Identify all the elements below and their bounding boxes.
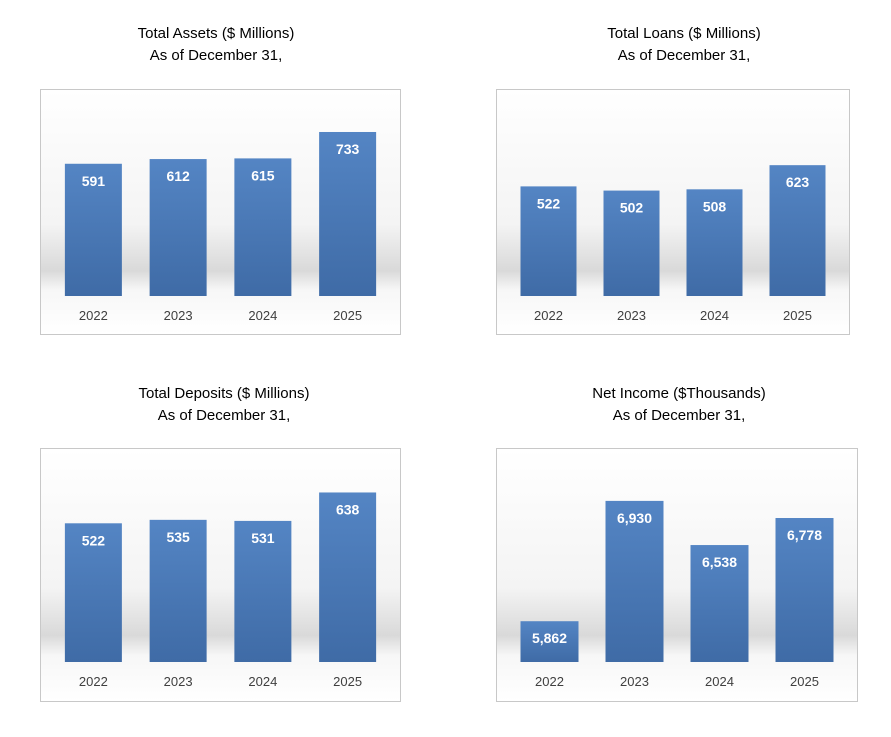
chart-subtitle: As of December 31, [149,47,283,64]
data-label-2022: 522 [82,532,106,548]
data-label-2024: 6,538 [702,554,737,570]
bar-2025 [769,165,826,296]
x-tick-label-2025: 2025 [790,674,819,689]
bar-chart-total-assets: 591 2022 612 2023 615 2024 733 2025 [41,90,400,334]
data-label-2023: 502 [620,200,644,216]
bar-2025 [319,492,377,662]
chart-subtitle: As of December 31, [617,47,751,64]
x-tick-label-2022: 2022 [534,308,563,323]
x-tick-label-2025: 2025 [333,674,362,689]
x-tick-label-2025: 2025 [333,308,362,323]
bar-chart-total-deposits: 522 2022 535 2023 531 2024 638 2025 [41,449,400,701]
data-label-2024: 508 [703,198,727,214]
bar-2023 [605,500,664,662]
chart-title: Net Income ($Thousands) [592,385,766,402]
x-tick-label-2022: 2022 [79,674,108,689]
chart-frame: 5,862 2022 6,930 2023 6,538 2024 6,778 2025 [496,448,858,702]
data-label-2025: 623 [786,174,810,190]
data-label-2025: 733 [336,141,360,157]
data-label-2023: 612 [166,168,190,184]
chart-title: Total Deposits ($ Millions) [138,385,310,402]
x-tick-label-2023: 2023 [164,308,193,323]
data-label-2022: 591 [82,173,106,189]
x-tick-label-2022: 2022 [535,674,564,689]
data-label-2023: 535 [166,529,190,545]
bar-2025 [319,131,377,296]
chart-frame: 522 2022 535 2023 531 2024 638 2025 [40,448,401,702]
data-label-2024: 531 [251,530,275,546]
bar-2022 [64,163,122,296]
chart-frame: 591 2022 612 2023 615 2024 733 2025 [40,89,401,335]
bar-2024 [686,189,743,296]
x-tick-label-2023: 2023 [617,308,646,323]
chart-title-block: Total Deposits ($ Millions) As of Decemb… [74,383,374,427]
bar-2022 [64,523,122,662]
bar-2024 [234,158,292,296]
x-tick-label-2025: 2025 [783,308,812,323]
chart-title-block: Total Assets ($ Millions) As of December… [66,23,366,67]
data-label-2025: 638 [336,501,360,517]
x-tick-label-2024: 2024 [248,674,277,689]
x-tick-label-2024: 2024 [700,308,729,323]
x-tick-label-2024: 2024 [705,674,734,689]
chart-subtitle: As of December 31, [157,407,291,424]
chart-title: Total Assets ($ Millions) [137,25,295,42]
data-label-2025: 6,778 [787,527,822,543]
chart-title-block: Net Income ($Thousands) As of December 3… [529,383,829,427]
bar-2022 [520,621,579,662]
data-label-2022: 5,862 [532,630,567,646]
chart-subtitle: As of December 31, [612,407,746,424]
chart-title-block: Total Loans ($ Millions) As of December … [534,23,834,67]
data-label-2024: 615 [251,167,275,183]
x-tick-label-2023: 2023 [620,674,649,689]
bar-chart-total-loans: 522 2022 502 2023 508 2024 623 2025 [497,90,849,334]
data-label-2023: 6,930 [617,510,652,526]
x-tick-label-2024: 2024 [248,308,277,323]
bar-2022 [520,186,577,296]
bar-2024 [690,545,749,662]
bar-chart-net-income: 5,862 2022 6,930 2023 6,538 2024 6,778 2025 [497,449,857,701]
bar-2024 [234,520,292,662]
chart-title: Total Loans ($ Millions) [607,25,761,42]
chart-frame: 522 2022 502 2023 508 2024 623 2025 [496,89,850,335]
bar-2023 [149,519,207,662]
bar-2025 [775,518,834,662]
data-label-2022: 522 [537,195,561,211]
x-tick-label-2022: 2022 [79,308,108,323]
bar-2023 [149,159,207,296]
x-tick-label-2023: 2023 [164,674,193,689]
bar-2023 [603,190,660,296]
